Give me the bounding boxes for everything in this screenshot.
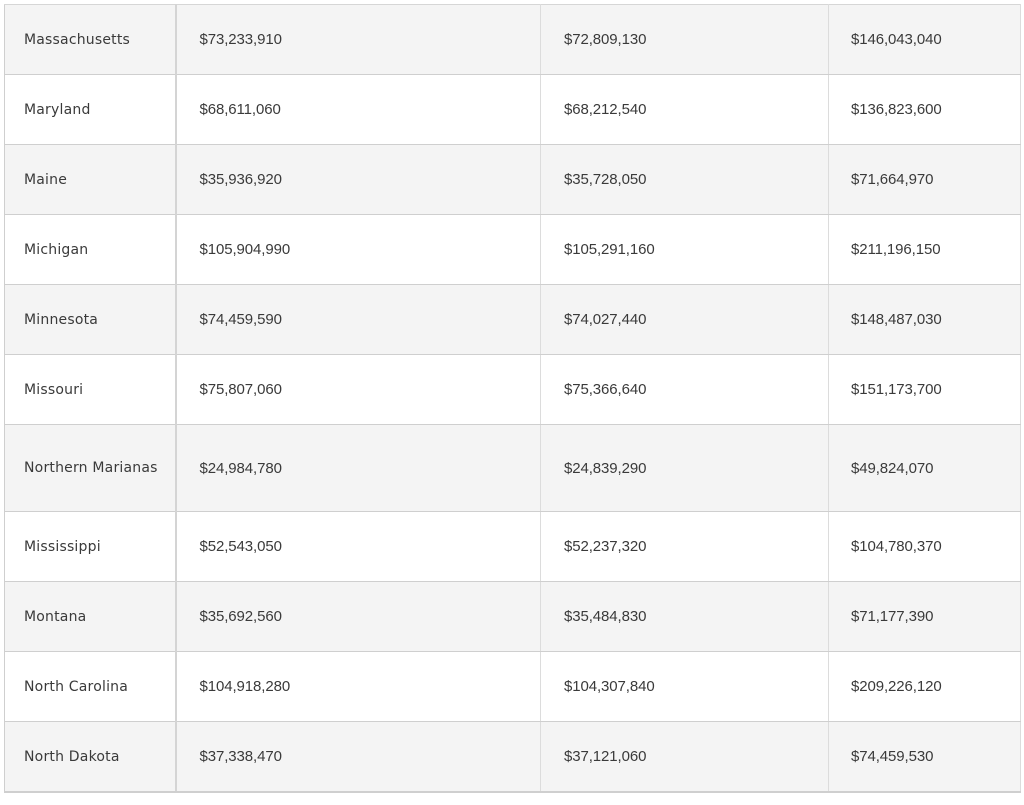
- state-cell: North Dakota: [4, 721, 177, 793]
- allocation-table: Massachusetts $73,233,910 $72,809,130 $1…: [4, 4, 1021, 793]
- state-cell: Massachusetts: [4, 4, 177, 75]
- table-row: Montana $35,692,560 $35,484,830 $71,177,…: [4, 581, 1021, 652]
- amount-cell: $52,237,320: [540, 511, 829, 582]
- total-cell: $49,824,070: [828, 424, 1021, 512]
- total-cell: $71,177,390: [828, 581, 1021, 652]
- amount-cell: $74,027,440: [540, 284, 829, 355]
- amount-cell: $35,936,920: [175, 144, 541, 215]
- amount-cell: $75,366,640: [540, 354, 829, 425]
- state-cell: Mississippi: [4, 511, 177, 582]
- amount-cell: $37,338,470: [175, 721, 541, 793]
- table-row: Mississippi $52,543,050 $52,237,320 $104…: [4, 511, 1021, 582]
- total-cell: $136,823,600: [828, 74, 1021, 145]
- table-row: North Carolina $104,918,280 $104,307,840…: [4, 651, 1021, 722]
- allocation-table-container: Massachusetts $73,233,910 $72,809,130 $1…: [4, 4, 1021, 805]
- total-cell: $209,226,120: [828, 651, 1021, 722]
- amount-cell: $73,233,910: [175, 4, 541, 75]
- table-row: Northern Marianas $24,984,780 $24,839,29…: [4, 424, 1021, 512]
- total-cell: $146,043,040: [828, 4, 1021, 75]
- state-cell: Michigan: [4, 214, 177, 285]
- amount-cell: $35,728,050: [540, 144, 829, 215]
- amount-cell: $52,543,050: [175, 511, 541, 582]
- amount-cell: $24,984,780: [175, 424, 541, 512]
- total-cell: $104,780,370: [828, 511, 1021, 582]
- state-cell: Minnesota: [4, 284, 177, 355]
- total-cell: $148,487,030: [828, 284, 1021, 355]
- amount-cell: $68,611,060: [175, 74, 541, 145]
- state-cell: Maine: [4, 144, 177, 215]
- state-cell: Maryland: [4, 74, 177, 145]
- table-row: Missouri $75,807,060 $75,366,640 $151,17…: [4, 354, 1021, 425]
- state-cell: Montana: [4, 581, 177, 652]
- table-row: Maryland $68,611,060 $68,212,540 $136,82…: [4, 74, 1021, 145]
- state-cell: North Carolina: [4, 651, 177, 722]
- amount-cell: $37,121,060: [540, 721, 829, 793]
- amount-cell: $24,839,290: [540, 424, 829, 512]
- amount-cell: $75,807,060: [175, 354, 541, 425]
- amount-cell: $105,291,160: [540, 214, 829, 285]
- table-row: Massachusetts $73,233,910 $72,809,130 $1…: [4, 4, 1021, 75]
- total-cell: $211,196,150: [828, 214, 1021, 285]
- amount-cell: $104,307,840: [540, 651, 829, 722]
- amount-cell: $74,459,590: [175, 284, 541, 355]
- state-cell: Missouri: [4, 354, 177, 425]
- table-row: Minnesota $74,459,590 $74,027,440 $148,4…: [4, 284, 1021, 355]
- table-row: North Dakota $37,338,470 $37,121,060 $74…: [4, 721, 1021, 793]
- amount-cell: $35,692,560: [175, 581, 541, 652]
- table-row: Maine $35,936,920 $35,728,050 $71,664,97…: [4, 144, 1021, 215]
- amount-cell: $104,918,280: [175, 651, 541, 722]
- amount-cell: $105,904,990: [175, 214, 541, 285]
- total-cell: $71,664,970: [828, 144, 1021, 215]
- table-row: Michigan $105,904,990 $105,291,160 $211,…: [4, 214, 1021, 285]
- amount-cell: $35,484,830: [540, 581, 829, 652]
- total-cell: $74,459,530: [828, 721, 1021, 793]
- state-cell: Northern Marianas: [4, 424, 177, 512]
- amount-cell: $68,212,540: [540, 74, 829, 145]
- amount-cell: $72,809,130: [540, 4, 829, 75]
- total-cell: $151,173,700: [828, 354, 1021, 425]
